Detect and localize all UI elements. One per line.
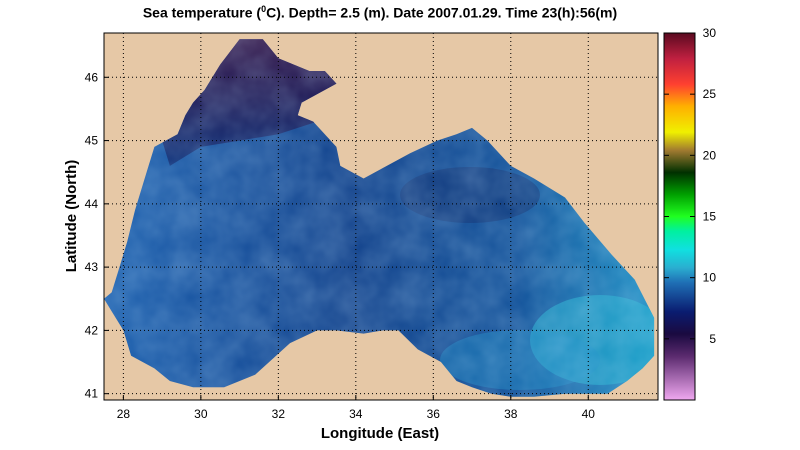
colorbar-tick-label: 5 xyxy=(709,332,716,346)
colorbar-ticks: 5 10 15 20 25 30 xyxy=(664,26,716,346)
y-axis-label: Latitude (North) xyxy=(63,160,80,272)
colorbar-tick-label: 20 xyxy=(703,148,717,162)
colorbar-tick-label: 15 xyxy=(703,210,717,224)
y-tick-label: 46 xyxy=(85,70,99,84)
y-tick-label: 41 xyxy=(85,387,99,401)
grid-lines xyxy=(104,33,658,400)
colorbar-tick-label: 25 xyxy=(703,87,717,101)
colorbar-tick-label: 30 xyxy=(703,26,717,40)
y-tick-label: 42 xyxy=(85,323,99,337)
y-tick-label: 45 xyxy=(85,134,99,148)
x-tick-label: 36 xyxy=(427,407,441,421)
chart-title: Sea temperature (0C). Depth= 2.5 (m). Da… xyxy=(142,4,618,21)
axis-ticks: 28 30 32 34 36 38 40 41 42 43 44 45 46 xyxy=(85,70,596,421)
x-tick-label: 38 xyxy=(504,407,518,421)
x-tick-label: 40 xyxy=(582,407,596,421)
x-axis-label: Longitude (East) xyxy=(321,425,439,442)
x-tick-label: 28 xyxy=(117,407,131,421)
x-tick-label: 34 xyxy=(349,407,363,421)
x-tick-label: 30 xyxy=(194,407,208,421)
y-tick-label: 44 xyxy=(85,197,99,211)
map-axes-frame xyxy=(103,32,659,401)
y-tick-label: 43 xyxy=(85,260,99,274)
colorbar xyxy=(663,32,696,401)
colorbar-tick-label: 10 xyxy=(703,271,717,285)
x-tick-label: 32 xyxy=(272,407,286,421)
